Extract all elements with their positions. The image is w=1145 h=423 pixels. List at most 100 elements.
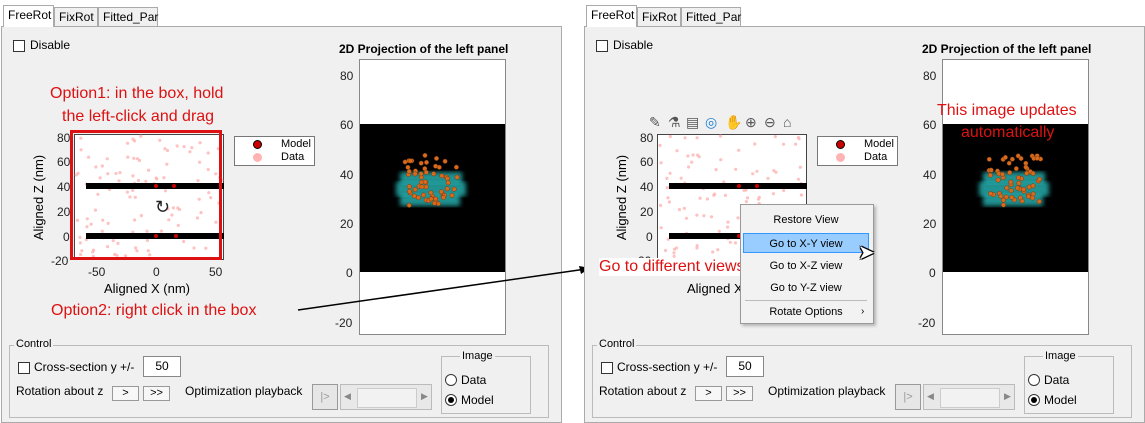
rotate-step-button[interactable]: >	[112, 386, 139, 401]
tab-fitted-par[interactable]: Fitted_Par	[681, 7, 741, 26]
playback-slider[interactable]: ◀ ▶	[923, 384, 1015, 410]
data-point	[794, 142, 798, 146]
data-tip-icon[interactable]: ⚗	[668, 114, 681, 130]
playback-play-button[interactable]: |>	[895, 384, 921, 410]
y-tick: 40	[640, 180, 654, 194]
slider-right-arrow[interactable]: ▶	[421, 391, 428, 401]
data-point	[136, 178, 141, 183]
disable-checkbox[interactable]	[13, 40, 25, 52]
projected-point	[988, 191, 994, 197]
projected-point	[423, 184, 429, 190]
data-point	[672, 251, 676, 255]
slider-thumb[interactable]	[940, 388, 1000, 408]
x-axis-label: Aligned X (nm)	[104, 281, 190, 296]
data-point	[683, 136, 687, 140]
data-legend-marker	[253, 153, 262, 162]
radio-model-label: Model	[461, 393, 494, 407]
projected-point	[428, 190, 434, 196]
data-point	[126, 141, 130, 145]
data-point	[716, 248, 720, 252]
projected-point	[421, 192, 426, 198]
radio-data[interactable]	[1028, 374, 1040, 386]
cross-section-input[interactable]: 50	[726, 356, 764, 377]
data-point	[745, 196, 750, 200]
radio-model[interactable]	[1028, 394, 1040, 406]
tab-freerot[interactable]: FreeRot	[3, 5, 54, 27]
data-point	[198, 141, 202, 145]
data-point	[204, 246, 208, 250]
cross-section-checkbox[interactable]	[18, 362, 30, 374]
pan-hand-icon[interactable]: ✋	[725, 114, 743, 130]
home-icon[interactable]: ⌂	[783, 114, 792, 130]
projected-point	[412, 171, 418, 177]
playback-slider[interactable]: ◀ ▶	[340, 384, 432, 410]
y-tick: 80	[57, 131, 71, 145]
projection-image	[943, 124, 1088, 272]
zoom-out-icon[interactable]: ⊖	[764, 114, 776, 130]
cross-section-checkbox[interactable]	[601, 362, 613, 374]
projected-point	[431, 171, 437, 177]
drag-region-highlight	[70, 130, 222, 260]
data-point	[736, 216, 740, 220]
disable-checkbox[interactable]	[596, 40, 608, 52]
projected-point	[1002, 154, 1008, 160]
tab-freerot[interactable]: FreeRot	[586, 5, 637, 27]
data-point	[698, 196, 702, 200]
projected-point	[406, 168, 412, 174]
menu-go-to-xy-view[interactable]: Go to X-Y view	[743, 233, 869, 253]
radio-model[interactable]	[445, 394, 457, 406]
projected-point	[438, 189, 444, 195]
rotate-fast-button[interactable]: >>	[726, 386, 753, 401]
radio-data[interactable]	[445, 374, 457, 386]
playback-play-button[interactable]: |>	[312, 384, 338, 410]
menu-restore-view[interactable]: Restore View	[773, 214, 839, 226]
x-axis-label: Aligned X	[687, 281, 743, 296]
data-point	[744, 188, 748, 192]
data-point	[182, 239, 186, 244]
data-point	[796, 135, 800, 140]
data-point	[198, 160, 202, 164]
rotate-fast-button[interactable]: >>	[143, 386, 170, 401]
slider-left-arrow[interactable]: ◀	[927, 391, 934, 401]
data-point	[79, 252, 83, 257]
slider-right-arrow[interactable]: ▶	[1004, 391, 1011, 401]
3d-scatter-plot[interactable]	[74, 134, 224, 260]
data-point	[115, 253, 119, 257]
data-point	[711, 250, 715, 254]
model-point	[172, 184, 176, 188]
projected-point	[428, 196, 434, 202]
y-tick: 20	[640, 205, 654, 219]
data-point	[131, 174, 135, 178]
cross-section-input[interactable]: 50	[143, 356, 181, 377]
zoom-in-icon[interactable]: ⊕	[745, 114, 757, 130]
data-point	[79, 136, 83, 140]
rotate-3d-icon[interactable]: ◎	[705, 114, 718, 130]
model-point	[174, 234, 178, 238]
data-point	[182, 145, 186, 149]
brush-icon[interactable]: ✎	[649, 114, 661, 130]
projected-point	[1030, 183, 1036, 189]
projected-point	[415, 195, 421, 201]
tab-fixrot[interactable]: FixRot	[637, 7, 681, 26]
projected-point	[406, 184, 412, 190]
slider-thumb[interactable]	[357, 388, 417, 408]
legend-icon[interactable]: ▤	[686, 114, 700, 130]
slider-left-arrow[interactable]: ◀	[344, 391, 351, 401]
data-point	[682, 206, 686, 210]
projected-point	[424, 159, 429, 165]
data-point	[723, 193, 728, 197]
data-point	[147, 168, 151, 172]
tab-fixrot[interactable]: FixRot	[54, 7, 98, 26]
rotate-arrow-icon: ↻	[155, 197, 171, 217]
menu-go-to-yz-view[interactable]: Go to Y-Z view	[770, 282, 842, 294]
y-tick: 60	[57, 155, 71, 169]
projected-point	[1016, 175, 1021, 181]
tab-fitted-par[interactable]: Fitted_Par	[98, 7, 158, 26]
rotate-step-button[interactable]: >	[695, 386, 722, 401]
menu-go-to-xz-view[interactable]: Go to X-Z view	[769, 260, 843, 272]
projected-point	[406, 202, 412, 208]
data-point	[702, 214, 706, 218]
data-point	[137, 158, 142, 163]
y-tick: -20	[335, 316, 353, 330]
menu-rotate-options[interactable]: Rotate Options	[769, 306, 843, 318]
